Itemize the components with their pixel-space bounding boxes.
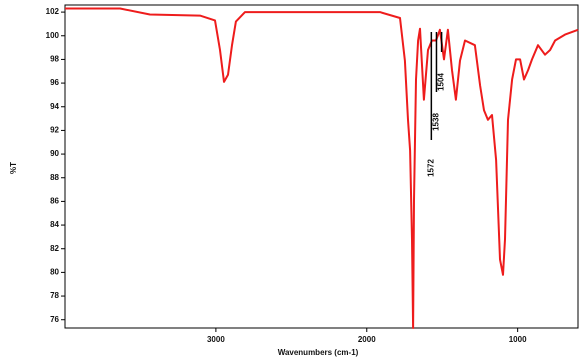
- y-tick-label: 100: [46, 31, 60, 40]
- y-tick-label: 82: [50, 244, 59, 253]
- y-tick-label: 92: [50, 126, 59, 135]
- x-tick-label: 1000: [509, 335, 527, 344]
- y-tick-label: 76: [50, 315, 59, 324]
- y-tick-label: 78: [50, 291, 59, 300]
- spectrum-line: [65, 7, 579, 329]
- y-tick-label: 84: [50, 220, 59, 229]
- y-tick-label: 80: [50, 268, 59, 277]
- y-tick-label: 86: [50, 197, 59, 206]
- x-axis-label: Wavenumbers (cm-1): [278, 348, 359, 357]
- annotation-label: 1572: [426, 159, 435, 177]
- y-tick-label: 96: [50, 78, 59, 87]
- y-axis-label: %T: [9, 162, 18, 174]
- y-tick-label: 98: [50, 55, 59, 64]
- annotation-label: 1538: [432, 113, 441, 131]
- y-tick-label: 102: [46, 7, 60, 16]
- x-tick-label: 2000: [358, 335, 376, 344]
- annotation-label: 1504: [437, 73, 446, 91]
- plot-frame: [64, 4, 579, 329]
- y-tick-label: 94: [50, 102, 59, 111]
- x-tick-label: 3000: [207, 335, 225, 344]
- y-tick-label: 90: [50, 149, 59, 158]
- y-tick-label: 88: [50, 173, 59, 182]
